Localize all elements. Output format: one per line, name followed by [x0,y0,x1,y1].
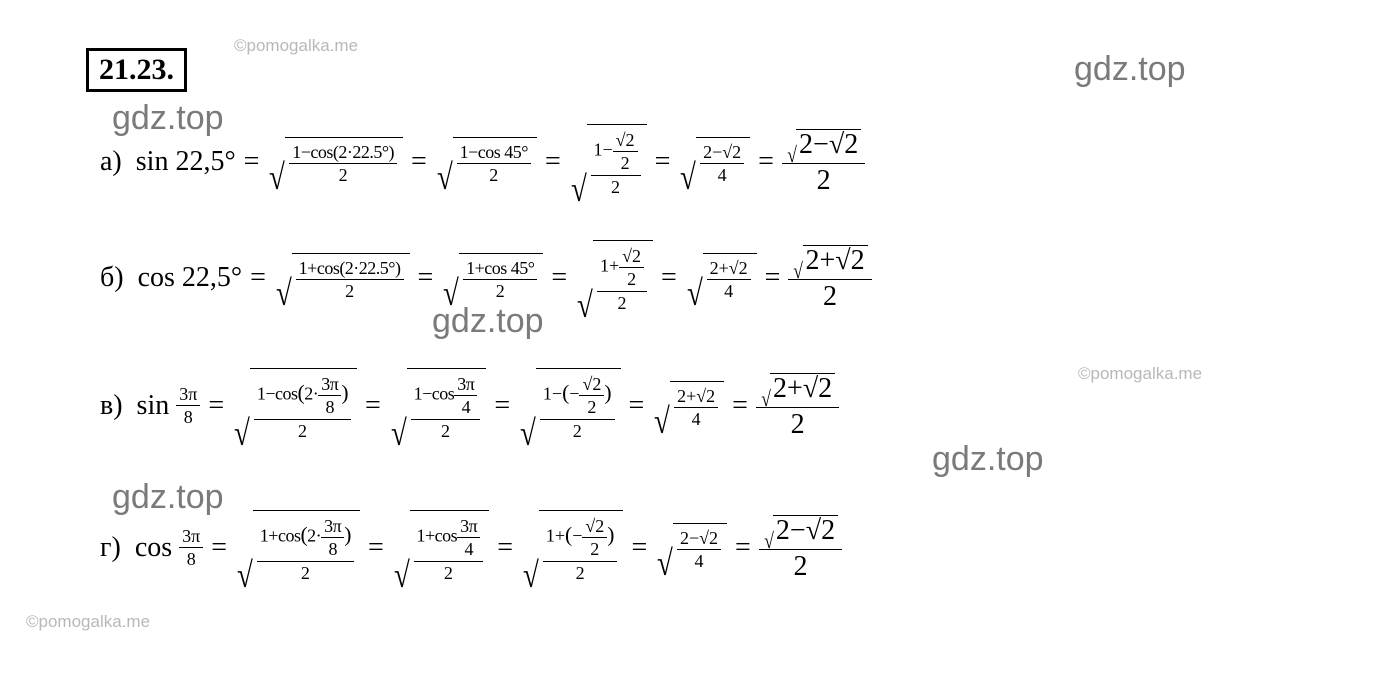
num: √2−√2 [759,512,842,548]
sqrt-icon: √ 2+√24 [685,253,757,303]
arg: 22,5° [182,262,242,294]
sqrt-icon: √ 1−cos(2·22.5°)2 [267,137,403,187]
den: 2 [597,291,647,313]
den: 2 [543,561,618,583]
den: 2 [591,175,641,197]
sqrt-icon: √2+√2 [792,245,867,276]
sqrt-icon: √ 2−√24 [655,523,727,573]
item-label: в) [100,390,123,422]
num: 1−cos(2·3π8) [254,373,351,419]
num: 1−√22 [591,129,641,175]
den: 2 [782,163,865,197]
den: 2 [254,419,351,441]
sqrt-icon: √2−√2 [786,129,861,160]
den: 8 [176,405,200,427]
num: 1−cos(2·22.5°) [289,142,397,163]
den: 4 [674,407,718,429]
den: 2 [257,561,354,583]
equation-row-a: а) sin 22,5° = √ 1−cos(2·22.5°)2 = √ 1−c… [100,124,865,199]
fn: cos [138,262,175,294]
equation-row-b: б) cos 22,5° = √ 1+cos(2·22.5°)2 = √ 1+c… [100,240,872,315]
sqrt-icon: √2+√2 [760,373,835,404]
equation-row-g: г) cos 3π8 = √ 1+cos(2·3π8)2 = √ 1+cos3π… [100,510,842,585]
watermark-dark: gdz.top [932,440,1044,479]
watermark-light: ©pomogalka.me [26,612,150,632]
sqrt-icon: √ 1−cos 45°2 [435,137,537,187]
den: 2 [759,549,842,583]
den: 2 [411,419,481,441]
num: 1+(−√22) [543,515,618,561]
den: 2 [296,279,404,301]
item-label: б) [100,262,124,294]
num: 2−√2 [700,142,744,163]
sqrt-icon: √ 1+cos3π42 [392,510,490,585]
den: 2 [540,419,615,441]
num: 1+cos(2·3π8) [257,515,354,561]
num: 1+√22 [597,245,647,291]
num: 2+√2 [707,258,751,279]
num: 3π [176,384,200,405]
fn: sin [137,390,170,422]
sqrt-icon: √ 2−√24 [678,137,750,187]
num: 3π [179,526,203,547]
num: √2−√2 [782,126,865,162]
arg: 22,5° [175,146,235,178]
sqrt-icon: √ 2+√24 [652,381,724,431]
sqrt-icon: √ 1+√222 [575,240,653,315]
den: 4 [707,279,751,301]
den: 4 [700,163,744,185]
fn: cos [135,532,172,564]
num: 2+√2 [674,386,718,407]
fn: sin [136,146,169,178]
den: 2 [414,561,484,583]
sqrt-icon: √2−√2 [763,515,838,546]
num: √2+√2 [788,242,871,278]
sqrt-icon: √ 1+cos(2·3π8)2 [235,510,360,585]
num: 1+cos(2·22.5°) [296,258,404,279]
item-label: г) [100,532,121,564]
sqrt-icon: √ 1−cos(2·3π8)2 [232,368,357,443]
sqrt-icon: √ 1+cos(2·22.5°)2 [274,253,410,303]
problem-number: 21.23. [86,48,187,92]
watermark-light: ©pomogalka.me [234,36,358,56]
equation-row-v: в) sin 3π8 = √ 1−cos(2·3π8)2 = √ 1−cos3π… [100,368,839,443]
item-label: а) [100,146,122,178]
num: 1+cos 45° [463,258,537,279]
den: 2 [756,407,839,441]
num: 1−cos3π4 [411,373,481,419]
num: 2−√2 [677,528,721,549]
den: 4 [677,549,721,571]
sqrt-icon: √ 1−(−√22)2 [518,368,620,443]
sqrt-icon: √ 1+cos 45°2 [441,253,543,303]
num: √2+√2 [756,370,839,406]
num: 1+cos3π4 [414,515,484,561]
sqrt-icon: √ 1+(−√22)2 [521,510,623,585]
den: 2 [788,279,871,313]
den: 2 [463,279,537,301]
den: 2 [289,163,397,185]
num: 1−(−√22) [540,373,615,419]
sqrt-icon: √ 1−cos3π42 [389,368,487,443]
watermark-dark: gdz.top [1074,50,1186,89]
num: 1−cos 45° [457,142,531,163]
den: 8 [179,547,203,569]
watermark-light: ©pomogalka.me [1078,364,1202,384]
sqrt-icon: √ 1−√222 [569,124,647,199]
den: 2 [457,163,531,185]
